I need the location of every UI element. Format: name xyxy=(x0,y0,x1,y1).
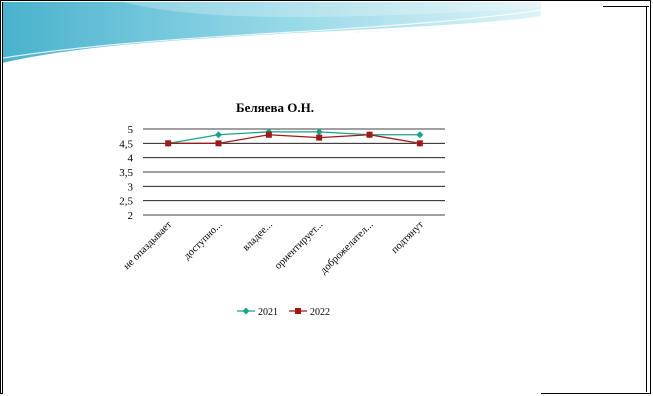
series-line-2022 xyxy=(168,134,420,144)
x-tick-label: владее... xyxy=(241,219,275,253)
y-tick-label: 2,5 xyxy=(119,196,133,208)
x-tick-label: доброжелател... xyxy=(318,219,375,276)
x-tick-label: доступно... xyxy=(182,219,225,262)
y-axis-tick-labels: 5 4,5 4 3,5 3 2,5 2 xyxy=(119,124,133,222)
y-tick-label: 3,5 xyxy=(119,167,133,179)
x-tick-label: ориентирует... xyxy=(273,219,325,271)
data-point xyxy=(315,128,323,136)
data-point xyxy=(416,131,424,139)
data-point xyxy=(416,140,423,147)
header-wave-decoration xyxy=(3,2,541,66)
y-tick-label: 5 xyxy=(128,124,134,136)
y-tick-label: 2 xyxy=(128,210,134,222)
data-point xyxy=(316,134,323,141)
data-point xyxy=(165,140,172,147)
legend-marker xyxy=(242,307,250,315)
y-tick-label: 4 xyxy=(128,153,134,165)
line-chart: Беляева О.Н. 5 4,5 4 3,5 3 2,5 2 не опаздывает… xyxy=(119,100,445,318)
series-line-2021 xyxy=(168,131,420,144)
gridlines xyxy=(143,128,445,216)
legend-label: 2022 xyxy=(310,307,330,318)
divider-line-vertical xyxy=(646,6,647,392)
y-tick-label: 3 xyxy=(128,181,134,193)
data-point xyxy=(215,131,222,139)
legend: 2021 2022 xyxy=(237,307,330,318)
y-tick-label: 4,5 xyxy=(119,138,133,150)
data-point xyxy=(265,131,272,138)
x-axis-tick-labels: не опаздывает доступно... владее...ориенти… xyxy=(122,219,427,277)
chart-title: Беляева О.Н. xyxy=(236,100,314,115)
legend-label: 2021 xyxy=(258,307,278,318)
x-tick-label: подтянут xyxy=(389,219,426,256)
series-lines xyxy=(164,128,424,147)
data-point xyxy=(215,140,222,147)
legend-marker xyxy=(295,308,301,314)
slide: Беляева О.Н. 5 4,5 4 3,5 3 2,5 2 не опаздывает… xyxy=(2,2,541,394)
data-point xyxy=(366,131,373,138)
x-tick-label: не опаздывает xyxy=(122,219,175,272)
divider-line xyxy=(603,6,649,7)
